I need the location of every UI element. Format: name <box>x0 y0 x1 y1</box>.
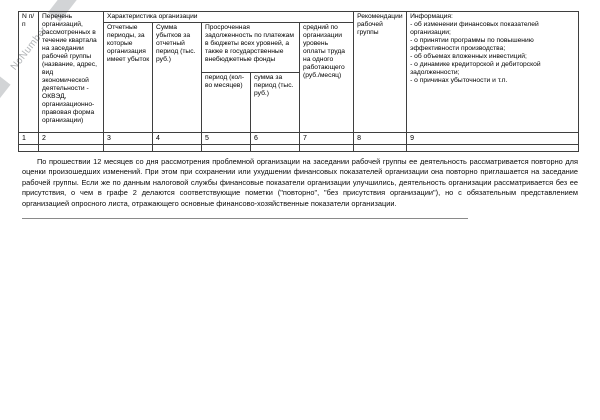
empty-data-cell <box>18 144 39 152</box>
col-header-information: Информация: - об изменении финансовых по… <box>406 11 580 133</box>
empty-data-cell <box>353 144 408 152</box>
col-header-average-wage: средний по организации уровень оплаты тр… <box>298 22 355 133</box>
empty-data-cell <box>152 144 202 152</box>
empty-data-row <box>18 144 580 152</box>
empty-data-cell <box>298 144 355 152</box>
col-header-period-months: период (кол-во месяцев) <box>201 72 251 133</box>
column-number-cell: 9 <box>406 132 580 145</box>
column-number-cell: 5 <box>201 132 251 145</box>
organizations-table: N п/п Перечень организаций, рассмотренны… <box>18 11 580 152</box>
group-header-characteristics: Характеристика организации <box>102 11 355 23</box>
col-header-n: N п/п <box>18 11 39 133</box>
empty-data-cell <box>406 144 580 152</box>
column-number-cell: 1 <box>18 132 39 145</box>
empty-data-cell <box>38 144 104 152</box>
col-header-period-sum: сумма за период (тыс. руб.) <box>250 72 300 133</box>
review-procedure-paragraph: По прошествии 12 месяцев со дня рассмотр… <box>22 157 578 208</box>
empty-data-cell <box>103 144 153 152</box>
column-number-cell: 4 <box>152 132 202 145</box>
empty-data-cell <box>201 144 251 152</box>
col-header-loss-sum: Сумма убытков за отчетный период (тыс. р… <box>152 22 202 133</box>
column-number-cell: 3 <box>103 132 153 145</box>
column-number-cell: 8 <box>353 132 408 145</box>
col-header-report-periods: Отчетные периоды, за которые организация… <box>103 22 153 133</box>
column-number-cell: 6 <box>250 132 300 145</box>
column-number-cell: 2 <box>38 132 104 145</box>
col-header-recommendations: Рекомендации рабочей группы <box>353 11 408 133</box>
empty-data-cell <box>250 144 300 152</box>
col-header-organizations: Перечень организаций, рассмотренных в те… <box>38 11 104 133</box>
column-numbers-row: 1 2 3 4 5 6 7 8 9 <box>18 132 580 145</box>
column-number-cell: 7 <box>298 132 355 145</box>
page-divider-line <box>22 218 468 219</box>
group-header-overdue-debt: Просроченная задолженность по платежам в… <box>201 22 300 73</box>
